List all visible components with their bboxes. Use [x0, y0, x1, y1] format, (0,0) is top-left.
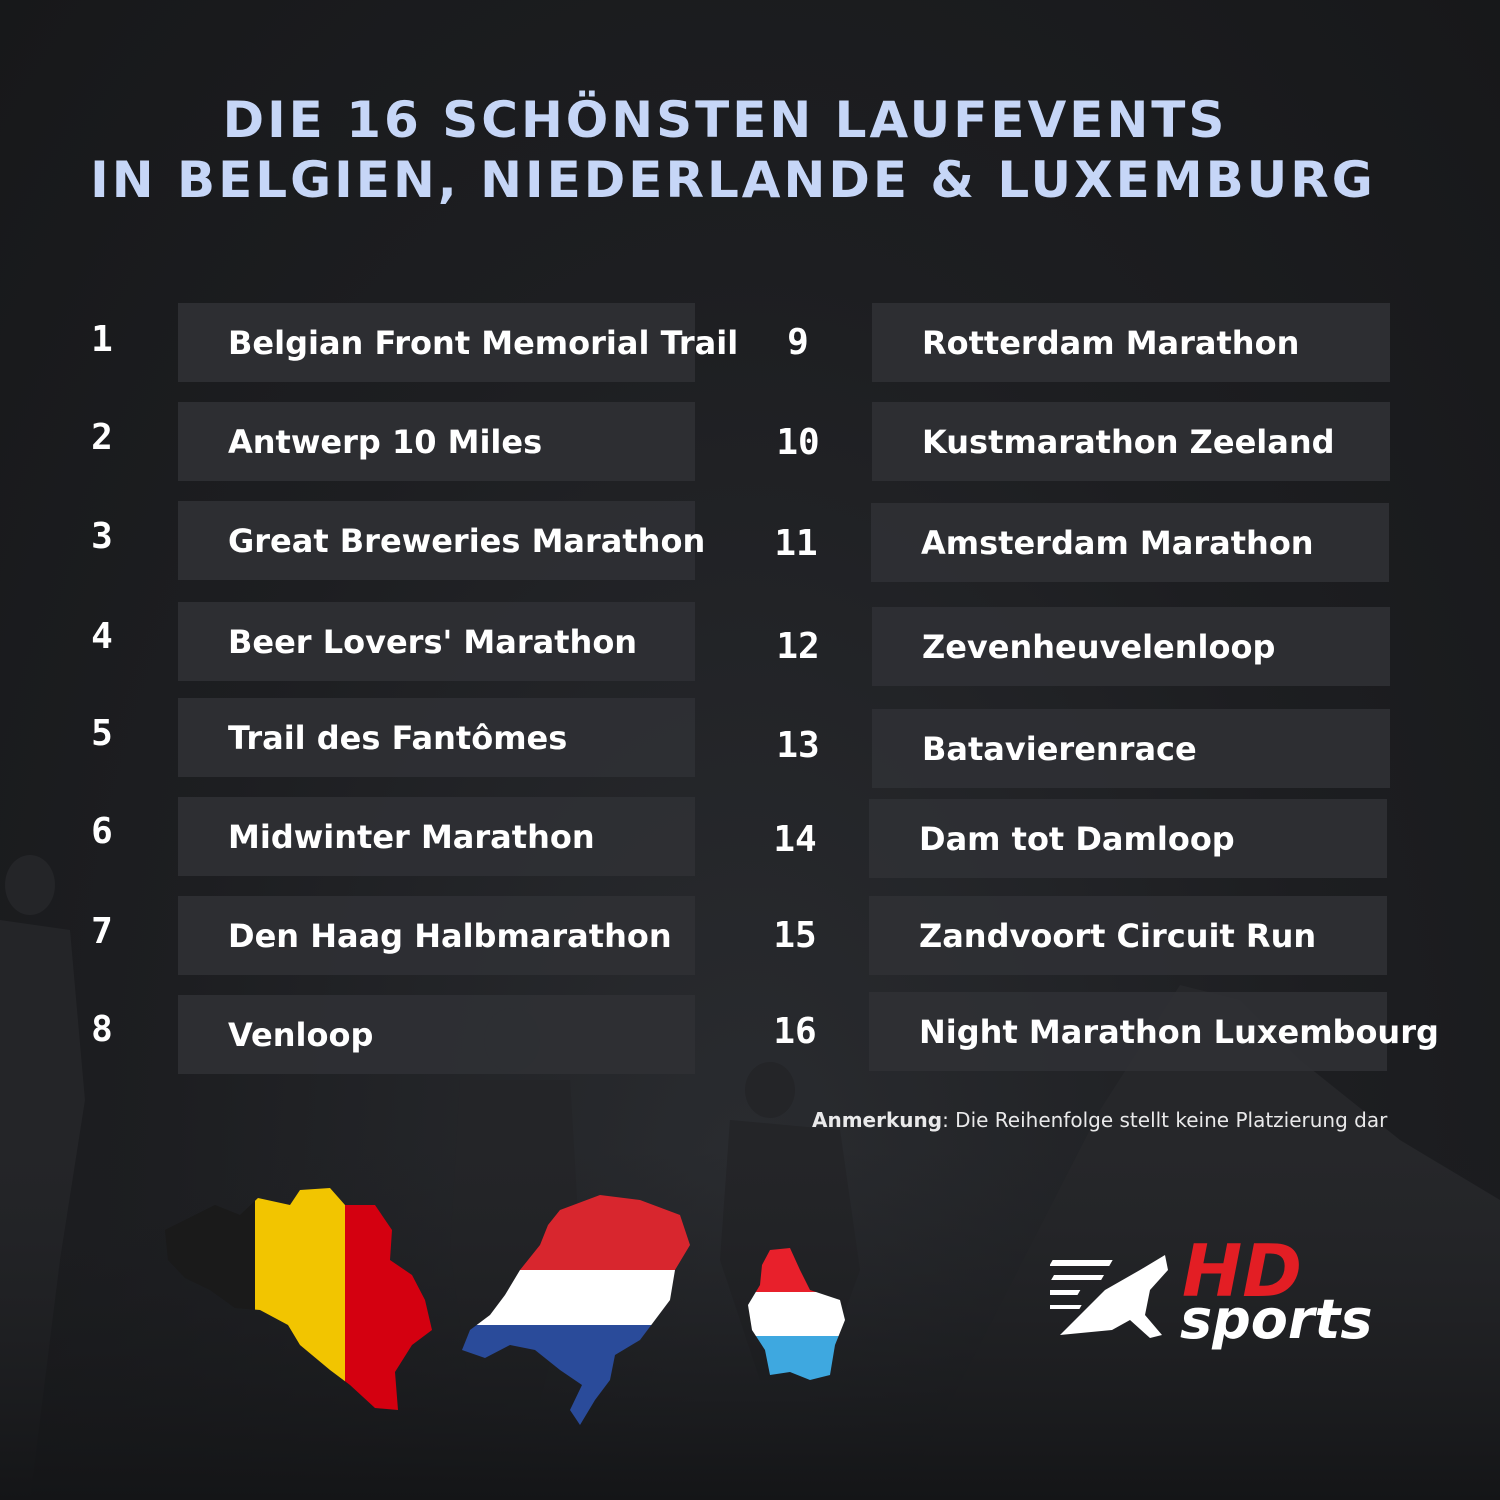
belgium-flag-map-icon	[165, 1188, 432, 1410]
event-item: Venloop	[178, 995, 695, 1074]
event-item: Amsterdam Marathon	[871, 503, 1389, 582]
event-name: Beer Lovers' Marathon	[228, 622, 638, 661]
rank-number: 16	[773, 1011, 817, 1052]
event-name: Zandvoort Circuit Run	[919, 916, 1317, 955]
event-item: Beer Lovers' Marathon	[178, 602, 695, 681]
event-item: Den Haag Halbmarathon	[178, 896, 695, 975]
netherlands-flag-map-icon	[462, 1195, 690, 1425]
rank-number: 13	[776, 725, 820, 766]
event-item: Midwinter Marathon	[178, 797, 695, 876]
event-name: Rotterdam Marathon	[922, 323, 1300, 362]
logo-sports-text: sports	[1180, 1288, 1373, 1351]
luxembourg-flag-map-icon	[748, 1248, 845, 1380]
event-name: Belgian Front Memorial Trail	[228, 323, 739, 362]
rank-number: 9	[787, 322, 809, 363]
event-name: Night Marathon Luxembourg	[919, 1012, 1439, 1051]
event-item: Rotterdam Marathon	[872, 303, 1390, 382]
event-item: Dam tot Damloop	[869, 799, 1387, 878]
runner-logo-icon	[1050, 1255, 1168, 1338]
footnote-text: : Die Reihenfolge stellt keine Platzieru…	[942, 1108, 1388, 1132]
event-name: Batavierenrace	[922, 729, 1197, 768]
footnote-label: Anmerkung	[812, 1108, 943, 1132]
footnote: Anmerkung: Die Reihenfolge stellt keine …	[812, 1108, 1387, 1132]
rank-number: 12	[776, 626, 820, 667]
rank-number: 3	[91, 516, 113, 557]
event-name: Venloop	[228, 1015, 374, 1054]
event-name: Amsterdam Marathon	[921, 523, 1314, 562]
rank-number: 15	[773, 915, 817, 956]
event-name: Great Breweries Marathon	[228, 521, 706, 560]
event-item: Zandvoort Circuit Run	[869, 896, 1387, 975]
event-item: Belgian Front Memorial Trail	[178, 303, 738, 382]
rank-number: 2	[91, 417, 113, 458]
event-name: Antwerp 10 Miles	[228, 422, 543, 461]
rank-number: 5	[91, 713, 113, 754]
event-item: Zevenheuvelenloop	[872, 607, 1390, 686]
event-item: Trail des Fantômes	[178, 698, 695, 777]
hd-sports-logo	[1050, 1255, 1168, 1338]
event-name: Midwinter Marathon	[228, 817, 595, 856]
rank-number: 6	[91, 811, 113, 852]
event-item: Great Breweries Marathon	[178, 501, 705, 580]
rank-number: 4	[91, 616, 113, 657]
page-title-line-2: IN BELGIEN, NIEDERLANDE & LUXEMBURG	[90, 151, 1376, 209]
page-title-line-1: DIE 16 SCHÖNSTEN LAUFEVENTS	[222, 91, 1228, 149]
event-name: Zevenheuvelenloop	[922, 627, 1276, 666]
event-name: Trail des Fantômes	[228, 718, 568, 757]
rank-number: 1	[91, 319, 113, 360]
rank-number: 7	[91, 911, 113, 952]
event-name: Dam tot Damloop	[919, 819, 1235, 858]
event-name: Kustmarathon Zeeland	[922, 422, 1335, 461]
rank-number: 10	[776, 422, 820, 463]
event-name: Den Haag Halbmarathon	[228, 916, 672, 955]
rank-number: 11	[774, 523, 818, 564]
event-item: Antwerp 10 Miles	[178, 402, 695, 481]
event-item: Batavierenrace	[872, 709, 1390, 788]
rank-number: 14	[773, 819, 817, 860]
rank-number: 8	[91, 1009, 113, 1050]
event-item: Night Marathon Luxembourg	[869, 992, 1439, 1071]
logo-hd-text: HD	[1182, 1229, 1303, 1313]
event-item: Kustmarathon Zeeland	[872, 402, 1390, 481]
